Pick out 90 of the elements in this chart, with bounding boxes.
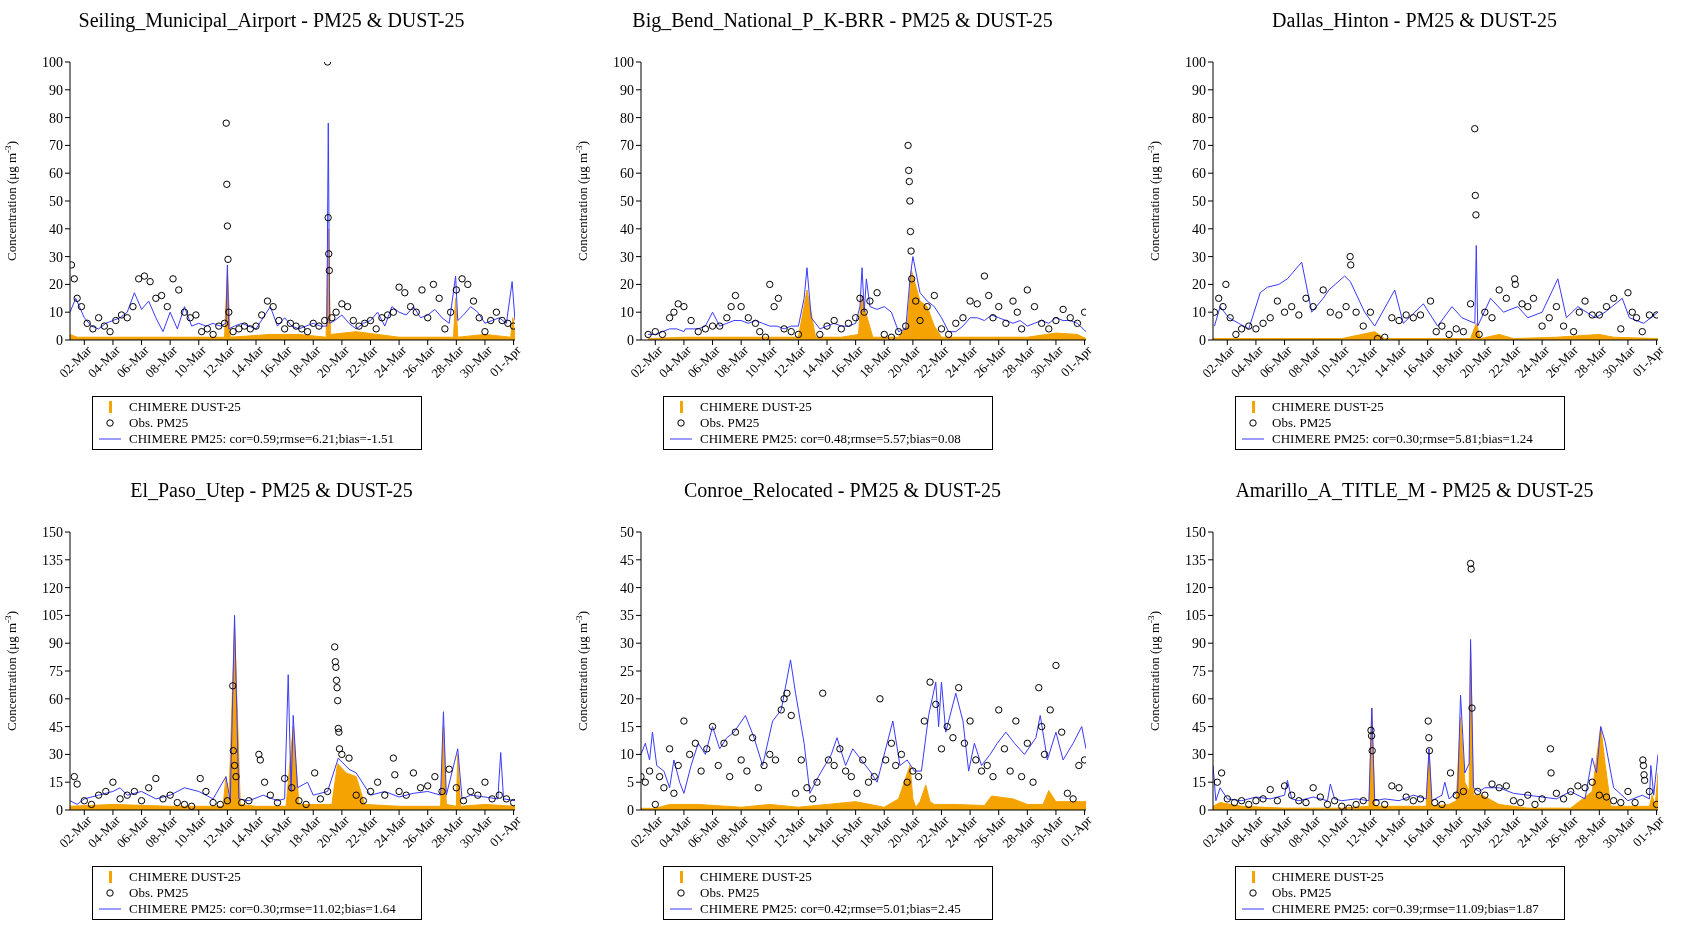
y-tick-label: 45 xyxy=(1192,719,1206,735)
legend-label: CHIMERE DUST-25 xyxy=(700,869,812,885)
legend-label: Obs. PM25 xyxy=(700,885,760,901)
y-tick-label: 90 xyxy=(1192,636,1206,652)
y-tick-label: 80 xyxy=(49,110,63,126)
y-tick-label: 15 xyxy=(1192,775,1206,791)
y-tick-label: 70 xyxy=(1192,138,1206,154)
y-tick-label: 15 xyxy=(49,775,63,791)
y-tick-label: 90 xyxy=(49,636,63,652)
y-tick-label: 40 xyxy=(620,221,634,237)
chart-title: Seiling_Municipal_Airport - PM25 & DUST-25 xyxy=(77,8,466,34)
y-tick-label: 100 xyxy=(1185,54,1206,70)
y-tick-label: 30 xyxy=(1192,747,1206,763)
legend-label: CHIMERE DUST-25 xyxy=(700,399,812,415)
y-tick-label: 75 xyxy=(1192,663,1206,679)
legend-label: Obs. PM25 xyxy=(129,885,189,901)
y-tick-label: 50 xyxy=(49,193,63,209)
y-tick-label: 150 xyxy=(42,524,63,540)
y-tick-label: 15 xyxy=(620,719,634,735)
y-tick-label: 120 xyxy=(1185,580,1206,596)
y-tick-label: 60 xyxy=(1192,691,1206,707)
y-tick-label: 30 xyxy=(1192,249,1206,265)
y-tick-label: 20 xyxy=(49,277,63,293)
legend-label: CHIMERE PM25: cor=0.39;rmse=11.09;bias=1.87 xyxy=(1272,901,1539,917)
y-tick-label: 25 xyxy=(620,663,634,679)
legend-label: Obs. PM25 xyxy=(1272,415,1332,431)
y-tick-label: 40 xyxy=(49,221,63,237)
y-tick-label: 5 xyxy=(627,775,634,791)
legend-label: Obs. PM25 xyxy=(700,415,760,431)
chart-title: Dallas_Hinton - PM25 & DUST-25 xyxy=(1271,8,1558,33)
legend-label: CHIMERE PM25: cor=0.42;rmse=5.01;bias=2.45 xyxy=(700,901,961,917)
y-tick-label: 0 xyxy=(1199,802,1206,818)
y-tick-label: 0 xyxy=(56,802,63,818)
y-tick-label: 30 xyxy=(49,747,63,763)
y-tick-label: 105 xyxy=(1185,608,1206,624)
y-tick-label: 80 xyxy=(1192,110,1206,126)
y-tick-label: 10 xyxy=(49,305,63,321)
legend-label: Obs. PM25 xyxy=(1272,885,1332,901)
y-tick-label: 10 xyxy=(620,747,634,763)
y-tick-label: 90 xyxy=(49,82,63,98)
legend-label: CHIMERE DUST-25 xyxy=(1272,869,1384,885)
y-tick-label: 20 xyxy=(620,691,634,707)
y-tick-label: 45 xyxy=(49,719,63,735)
legend-label: CHIMERE PM25: cor=0.48;rmse=5.57;bias=0.08 xyxy=(700,431,961,447)
legend-label: CHIMERE DUST-25 xyxy=(129,869,241,885)
y-tick-label: 20 xyxy=(1192,277,1206,293)
y-tick-label: 40 xyxy=(620,580,634,596)
y-tick-label: 50 xyxy=(620,193,634,209)
y-tick-label: 70 xyxy=(620,138,634,154)
y-tick-label: 30 xyxy=(620,249,634,265)
y-tick-label: 10 xyxy=(620,305,634,321)
y-tick-label: 60 xyxy=(1192,166,1206,182)
legend-label: CHIMERE DUST-25 xyxy=(129,399,241,415)
chart-title: Amarillo_A_TITLE_M - PM25 & DUST-25 xyxy=(1234,478,1595,503)
legend-label: CHIMERE PM25: cor=0.30;rmse=5.81;bias=1.24 xyxy=(1272,431,1533,447)
y-tick-label: 0 xyxy=(627,332,634,348)
y-tick-label: 0 xyxy=(1199,332,1206,348)
y-tick-label: 0 xyxy=(56,332,63,348)
y-tick-label: 100 xyxy=(42,54,63,70)
legend-label: Obs. PM25 xyxy=(129,415,189,431)
y-tick-label: 135 xyxy=(42,552,63,568)
y-tick-label: 60 xyxy=(620,166,634,182)
y-tick-label: 90 xyxy=(620,82,634,98)
y-tick-label: 0 xyxy=(627,802,634,818)
y-tick-label: 100 xyxy=(613,54,634,70)
y-tick-label: 135 xyxy=(1185,552,1206,568)
legend-label: CHIMERE PM25: cor=0.30;rmse=11.02;bias=1.64 xyxy=(129,901,396,917)
y-tick-label: 45 xyxy=(620,552,634,568)
legend-label: CHIMERE PM25: cor=0.59;rmse=6.21;bias=-1.51 xyxy=(129,431,395,447)
y-tick-label: 30 xyxy=(620,636,634,652)
y-tick-label: 10 xyxy=(1192,305,1206,321)
y-tick-label: 80 xyxy=(620,110,634,126)
y-tick-label: 40 xyxy=(1192,221,1206,237)
y-tick-label: 20 xyxy=(620,277,634,293)
y-tick-label: 60 xyxy=(49,691,63,707)
y-tick-label: 105 xyxy=(42,608,63,624)
y-tick-label: 35 xyxy=(620,608,634,624)
chart-title: Conroe_Relocated - PM25 & DUST-25 xyxy=(683,478,1002,503)
y-tick-label: 30 xyxy=(49,249,63,265)
y-tick-label: 90 xyxy=(1192,82,1206,98)
y-tick-label: 50 xyxy=(1192,193,1206,209)
y-tick-label: 75 xyxy=(49,663,63,679)
y-tick-label: 70 xyxy=(49,138,63,154)
y-tick-label: 50 xyxy=(620,524,634,540)
y-tick-label: 150 xyxy=(1185,524,1206,540)
legend-label: CHIMERE DUST-25 xyxy=(1272,399,1384,415)
y-tick-label: 120 xyxy=(42,580,63,596)
chart-title: Big_Bend_National_P_K-BRR - PM25 & DUST-25 xyxy=(631,8,1054,34)
y-tick-label: 60 xyxy=(49,166,63,182)
chart-title: El_Paso_Utep - PM25 & DUST-25 xyxy=(129,478,414,504)
